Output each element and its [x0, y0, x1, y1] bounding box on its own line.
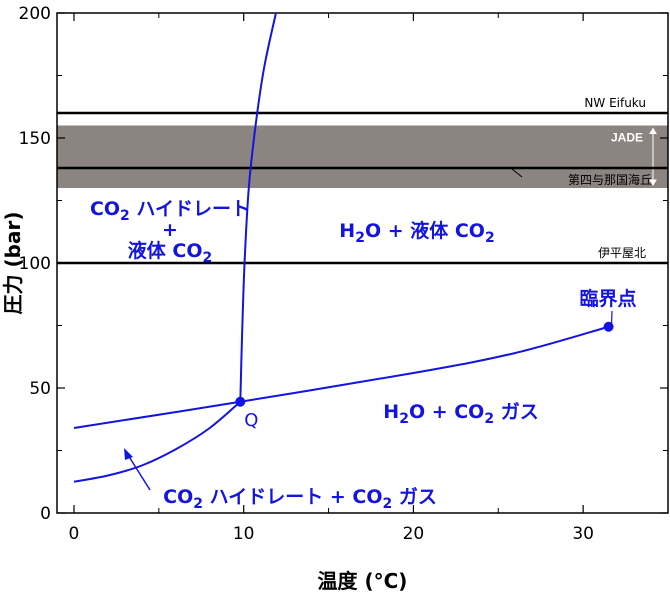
curve-gas_liquid_boundary [73, 325, 609, 429]
jade-band-label: JADE [611, 131, 643, 145]
hydrate-gas-arrow-shaft [127, 454, 151, 491]
jade-arrow-head-bottom [649, 179, 657, 186]
special-points: Q 臨界点 [235, 287, 637, 431]
point-marker-1 [603, 321, 614, 332]
jade-band [57, 125, 668, 188]
region-label-water-liquid: H2O + 液体 CO2 [339, 219, 494, 246]
x-tick-label-2: 20 [403, 524, 425, 544]
region-label-hydrate-liquid-line3: 液体 CO2 [128, 239, 212, 266]
region-label-water-gas: H2O + CO2 ガス [383, 401, 538, 427]
reference-line-label-0: NW Eifuku [584, 96, 646, 110]
y-tick-label-0: 0 [40, 504, 51, 524]
region-label-hydrate-liquid-line2: + [162, 219, 178, 241]
y-tick-label-4: 200 [19, 4, 51, 24]
y-tick-label-2: 100 [19, 254, 51, 274]
region-label-hydrate-gas: CO2 ハイドレート + CO2 ガス [163, 486, 437, 512]
jade-arrow-head-top [649, 127, 657, 134]
y-axis-title: 圧力 (bar) [1, 212, 25, 315]
reference-line-label-2: 伊平屋北 [598, 246, 646, 260]
x-axis-title: 温度 (°C) [318, 569, 408, 593]
x-tick-label-1: 10 [233, 524, 255, 544]
axis-ticks: 0 10 20 30 0 50 100 150 200 [19, 4, 669, 544]
curve-upper_boundary [239, 12, 277, 402]
point-label-q: Q [244, 410, 258, 431]
annotations [124, 310, 613, 491]
reference-line-label-1: 第四与那国海丘 [568, 172, 652, 187]
x-tick-label-3: 30 [572, 524, 594, 544]
region-labels: CO2 ハイドレート+液体 CO2 H2O + 液体 CO2 H2O + CO2 ガ… [90, 198, 539, 512]
region-label-hydrate-liquid-line1: CO2 ハイドレート [90, 198, 250, 224]
hydrate-gas-arrow-head [124, 448, 133, 460]
y-tick-label-3: 150 [19, 129, 51, 149]
point-marker-0 [235, 396, 246, 407]
x-tick-label-0: 0 [69, 524, 80, 544]
point-label-critical: 臨界点 [579, 287, 636, 310]
y-tick-label-1: 50 [29, 379, 51, 399]
phase-boundary-curves [73, 12, 609, 483]
reference-line-leader [511, 168, 523, 178]
curve-lower_hydrate_boundary [73, 400, 241, 483]
jade-range-arrow [649, 127, 657, 186]
